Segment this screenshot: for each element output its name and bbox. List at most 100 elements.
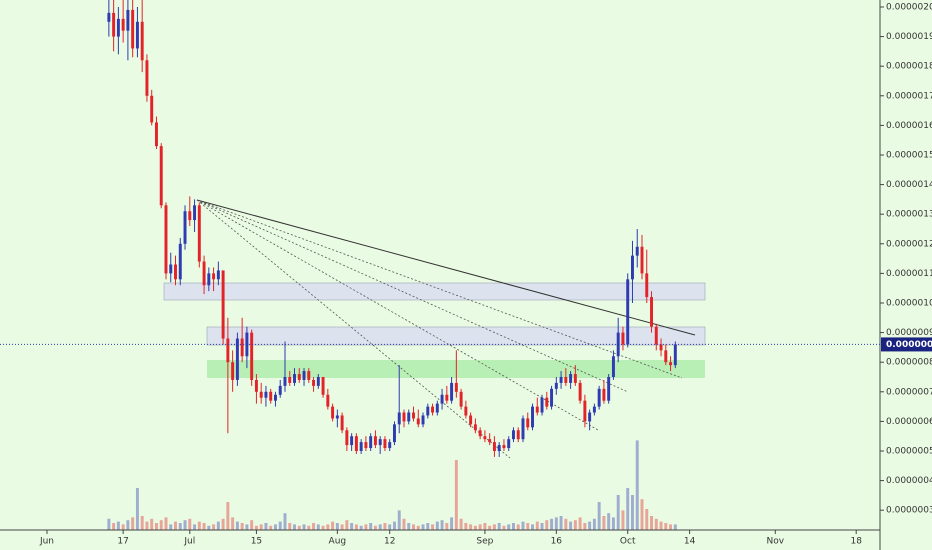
volume-bar xyxy=(273,524,277,530)
candle-body xyxy=(412,412,415,419)
volume-bar xyxy=(121,524,125,530)
volume-bar xyxy=(664,523,668,530)
candle-body xyxy=(635,246,639,256)
candle-body xyxy=(535,406,539,413)
candle-body xyxy=(511,430,515,440)
volume-bar xyxy=(359,525,363,530)
candle-body xyxy=(283,376,287,386)
volume-bar xyxy=(245,524,249,530)
volume-bar xyxy=(507,524,511,530)
x-tick-label: 15 xyxy=(251,537,262,547)
candle-body xyxy=(521,418,525,440)
candle-body xyxy=(569,374,573,383)
volume-bar xyxy=(492,524,496,530)
volume-bar xyxy=(254,525,258,530)
volume-bar xyxy=(231,517,235,530)
volume-bar xyxy=(112,523,116,530)
volume-bar xyxy=(416,525,420,530)
candle-body xyxy=(107,12,111,22)
candle-body xyxy=(240,338,244,357)
candle-body xyxy=(645,273,649,298)
candle-body xyxy=(212,273,216,280)
volume-bar xyxy=(193,524,197,530)
candle-body xyxy=(273,394,277,401)
candle-body xyxy=(416,418,420,425)
candle-body xyxy=(297,374,301,380)
volume-bar xyxy=(278,521,282,530)
y-tick-label: 0.00000200 xyxy=(886,2,932,12)
candle-body xyxy=(150,95,154,123)
volume-bar xyxy=(426,523,430,530)
candle-body xyxy=(216,270,220,280)
candle-body xyxy=(583,400,587,422)
volume-bar xyxy=(340,524,344,530)
volume-bar xyxy=(659,521,663,530)
volume-bar xyxy=(440,520,444,530)
volume-bar xyxy=(150,518,154,530)
candle-body xyxy=(421,415,425,425)
volume-bar xyxy=(335,523,339,530)
volume-bar xyxy=(459,518,463,530)
volume-bar xyxy=(407,523,411,530)
volume-bar xyxy=(392,521,396,530)
volume-bar xyxy=(583,523,587,530)
candle-body xyxy=(159,146,163,206)
volume-bar xyxy=(364,524,368,530)
volume-bar xyxy=(302,524,306,530)
x-tick-label: 17 xyxy=(117,537,128,547)
volume-bar xyxy=(331,521,335,530)
volume-bar xyxy=(135,488,139,530)
volume-bar xyxy=(283,513,287,530)
price-pane xyxy=(107,0,677,457)
volume-bar xyxy=(540,523,544,530)
volume-bar xyxy=(221,518,225,530)
candle-body xyxy=(492,442,496,451)
volume-bar xyxy=(378,524,382,530)
candle-body xyxy=(354,436,358,451)
volume-bar xyxy=(188,518,192,530)
volume-bar xyxy=(259,524,263,530)
x-tick-label: 16 xyxy=(551,537,563,547)
candle-body xyxy=(550,388,554,407)
x-tick-label: 14 xyxy=(684,537,696,547)
candle-body xyxy=(540,397,544,413)
volume-bar xyxy=(235,521,239,530)
candle-body xyxy=(469,415,473,425)
volume-bar xyxy=(630,495,634,530)
resistance-zone xyxy=(163,282,706,301)
volume-bar xyxy=(607,513,611,530)
x-tick-label: Jul xyxy=(183,537,195,547)
volume-bar xyxy=(635,440,639,530)
candle-body xyxy=(193,205,197,221)
volume-bar xyxy=(240,523,244,530)
volume-bar xyxy=(650,516,653,530)
candle-body xyxy=(464,406,468,416)
candle-body xyxy=(602,388,606,401)
candle-body xyxy=(554,382,558,389)
candle-body xyxy=(431,406,435,413)
volume-bar xyxy=(497,523,501,530)
volume-bar xyxy=(421,524,425,530)
candle-body xyxy=(250,332,254,380)
candle-body xyxy=(254,379,258,392)
candle-body xyxy=(545,397,549,407)
candle-body xyxy=(607,376,611,401)
candle-body xyxy=(626,279,630,345)
volume-bar xyxy=(212,524,216,530)
volume-bar xyxy=(550,518,554,530)
last-price-box xyxy=(881,337,932,352)
volume-bar xyxy=(554,517,558,530)
volume-bar xyxy=(216,521,220,530)
candle-body xyxy=(269,391,273,401)
candle-body xyxy=(145,60,149,96)
volume-bar xyxy=(321,525,325,530)
candle-body xyxy=(578,382,582,401)
candle-body xyxy=(497,445,501,451)
candle-body xyxy=(564,376,568,383)
